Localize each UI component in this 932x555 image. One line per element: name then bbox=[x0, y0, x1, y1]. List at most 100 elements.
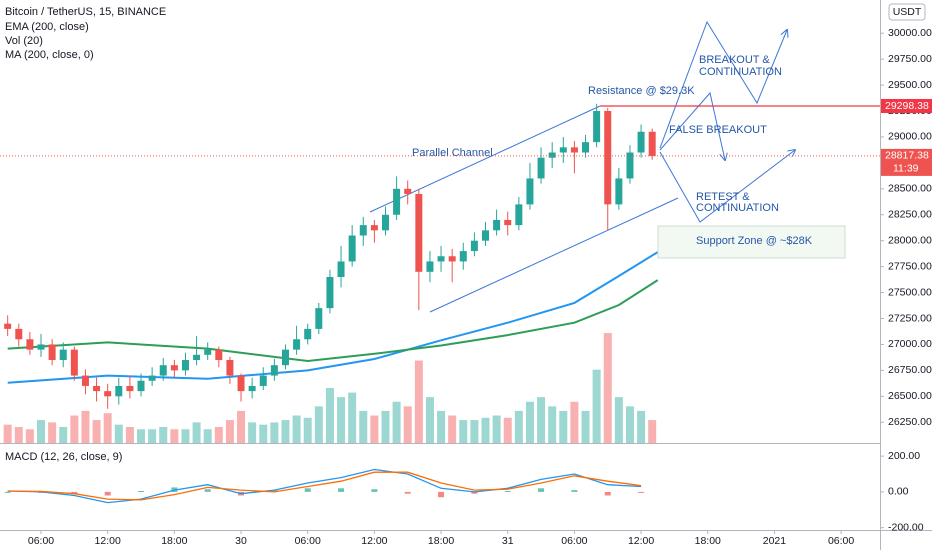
resistance-tag bbox=[881, 98, 932, 113]
macd-histogram bbox=[571, 490, 578, 492]
volume-bar bbox=[548, 406, 557, 443]
y-tick-label: 0.00 bbox=[888, 486, 909, 498]
candle-body bbox=[204, 349, 212, 355]
volume-bar bbox=[648, 420, 657, 443]
volume-bar bbox=[481, 417, 490, 443]
channel-lower bbox=[429, 197, 679, 313]
last-price-value: 28817.38 bbox=[885, 150, 929, 162]
macd-histogram bbox=[638, 491, 645, 493]
legend-volume: Vol (20) bbox=[5, 35, 43, 47]
macd-histogram bbox=[438, 491, 445, 498]
volume-bar bbox=[314, 406, 323, 443]
candle-body bbox=[93, 385, 101, 392]
y-tick-label: 26750.00 bbox=[888, 364, 932, 376]
currency[interactable]: USDT bbox=[893, 6, 922, 18]
volume-bar bbox=[537, 397, 546, 443]
candle-body bbox=[326, 277, 334, 309]
y-tick-label: 26250.00 bbox=[888, 416, 932, 428]
candle-body bbox=[237, 375, 245, 392]
volume-bar bbox=[448, 415, 457, 443]
candle-body bbox=[381, 214, 389, 231]
macd-title: MACD (12, 26, close, 9) bbox=[5, 451, 122, 463]
candle-body bbox=[570, 147, 578, 153]
candle-body bbox=[615, 178, 623, 205]
volume-bar bbox=[637, 410, 646, 443]
support-zone bbox=[657, 225, 846, 259]
volume-bar bbox=[392, 401, 401, 443]
volume-bar bbox=[570, 401, 579, 443]
macd-histogram bbox=[471, 491, 478, 494]
candle-body bbox=[270, 365, 278, 376]
volume-bar bbox=[614, 397, 623, 443]
candle-body bbox=[215, 349, 223, 361]
volume-bar bbox=[414, 360, 423, 443]
breakout-arrow bbox=[659, 20, 787, 149]
legend-ema: EMA (200, close) bbox=[5, 21, 89, 33]
candle-body bbox=[170, 365, 178, 371]
volume-bar bbox=[159, 426, 168, 443]
candle-body bbox=[281, 349, 289, 366]
annotation: Resistance @ $29.3K bbox=[588, 85, 695, 97]
indicator-line bbox=[7, 279, 659, 363]
volume-bar bbox=[381, 410, 390, 443]
x-tick-label: 12:00 bbox=[628, 535, 654, 547]
candle-body bbox=[115, 385, 123, 397]
candle-body bbox=[337, 261, 345, 278]
volume-bar bbox=[137, 429, 146, 443]
volume-bar bbox=[170, 429, 179, 443]
candle-body bbox=[482, 230, 490, 241]
macd-line bbox=[7, 471, 642, 501]
volume-bar bbox=[437, 410, 446, 443]
candle-body bbox=[70, 349, 78, 376]
x-tick-label: 31 bbox=[502, 535, 514, 547]
volume-bar bbox=[337, 397, 346, 443]
candle-body bbox=[37, 344, 45, 350]
y-tick-label: 30000.00 bbox=[888, 27, 932, 39]
volume-bar bbox=[181, 429, 190, 443]
candle-body bbox=[293, 339, 301, 350]
macd-histogram bbox=[4, 491, 11, 493]
volume-bar bbox=[370, 415, 379, 443]
macd-histogram bbox=[204, 489, 211, 492]
y-tick-label: 29000.00 bbox=[888, 131, 932, 143]
y-tick-label: 28500.00 bbox=[888, 183, 932, 195]
candle-body bbox=[359, 225, 367, 236]
candle-body bbox=[259, 375, 267, 386]
candle-body bbox=[404, 188, 412, 195]
volume-bar bbox=[470, 420, 479, 443]
volume-bar bbox=[325, 388, 334, 443]
y-tick-label: 28250.00 bbox=[888, 209, 932, 221]
y-tick-label: 29500.00 bbox=[888, 79, 932, 91]
candle-body bbox=[515, 204, 523, 226]
macd-histogram bbox=[604, 491, 611, 496]
candle-body bbox=[537, 157, 545, 179]
candle-body bbox=[4, 323, 12, 329]
volume-bar bbox=[59, 426, 68, 443]
y-tick-label: 27750.00 bbox=[888, 260, 932, 272]
currency-box[interactable] bbox=[888, 3, 926, 21]
volume-bar bbox=[203, 429, 212, 443]
volume-bar bbox=[148, 429, 157, 443]
candle-body bbox=[193, 354, 201, 361]
macd-histogram bbox=[104, 491, 111, 496]
candle-body bbox=[393, 188, 401, 215]
candle-body bbox=[448, 256, 456, 262]
volume-bar bbox=[592, 369, 601, 443]
resistance-value: 29298.38 bbox=[885, 100, 929, 112]
volume-bar bbox=[292, 415, 301, 443]
volume-bar bbox=[103, 413, 112, 443]
macd-histogram bbox=[338, 488, 345, 492]
candle-body bbox=[226, 360, 234, 376]
macd-histogram bbox=[538, 488, 545, 492]
volume-bar bbox=[559, 410, 568, 443]
volume-bar bbox=[348, 392, 357, 443]
candle-body bbox=[426, 261, 434, 272]
y-tick-label: 27500.00 bbox=[888, 286, 932, 298]
y-tick-label: 26500.00 bbox=[888, 390, 932, 402]
symbol-title: Bitcoin / TetherUS, 15, BINANCE bbox=[5, 6, 166, 18]
volume-bar bbox=[248, 422, 257, 443]
x-tick-label: 2021 bbox=[763, 535, 787, 547]
x-tick-label: 12:00 bbox=[361, 535, 387, 547]
candle-body bbox=[148, 375, 156, 381]
